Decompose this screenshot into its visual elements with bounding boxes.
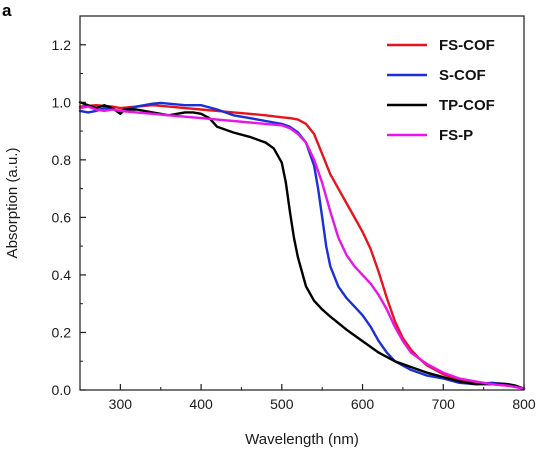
x-tick-label: 300 bbox=[109, 396, 133, 412]
legend-label-fs-cof: FS-COF bbox=[439, 37, 495, 54]
x-tick-label: 400 bbox=[189, 396, 213, 412]
legend: FS-COF S-COF TP-COF FS-P bbox=[387, 37, 495, 144]
y-tick-label: 0.0 bbox=[52, 382, 72, 398]
legend-label-tp-cof: TP-COF bbox=[439, 97, 495, 114]
x-axis: 300 400 500 600 700 800 bbox=[79, 384, 536, 412]
x-tick-label: 800 bbox=[512, 396, 536, 412]
x-tick-label: 600 bbox=[351, 396, 375, 412]
series-line-fs-p bbox=[78, 105, 526, 390]
panel-label: a bbox=[2, 1, 12, 20]
legend-label-fs-p: FS-P bbox=[439, 127, 473, 144]
legend-label-s-cof: S-COF bbox=[439, 67, 486, 84]
y-tick-label: 1.2 bbox=[52, 37, 72, 53]
x-tick-label: 700 bbox=[432, 396, 456, 412]
series-line-fs-cof bbox=[78, 104, 526, 390]
y-axis: 0.0 0.2 0.4 0.6 0.8 1.0 1.2 bbox=[52, 15, 86, 398]
y-axis-label: Absorption (a.u.) bbox=[4, 148, 21, 259]
plot-area bbox=[78, 101, 526, 390]
y-tick-label: 0.6 bbox=[52, 209, 72, 225]
y-tick-label: 0.4 bbox=[52, 267, 72, 283]
x-axis-label: Wavelength (nm) bbox=[245, 431, 359, 448]
series-line-s-cof bbox=[78, 101, 526, 390]
y-tick-label: 0.2 bbox=[52, 324, 72, 340]
y-tick-label: 0.8 bbox=[52, 152, 72, 168]
x-tick-label: 500 bbox=[270, 396, 294, 412]
series-line-tp-cof bbox=[78, 101, 526, 390]
plot-frame bbox=[79, 15, 525, 391]
y-tick-label: 1.0 bbox=[52, 94, 72, 110]
